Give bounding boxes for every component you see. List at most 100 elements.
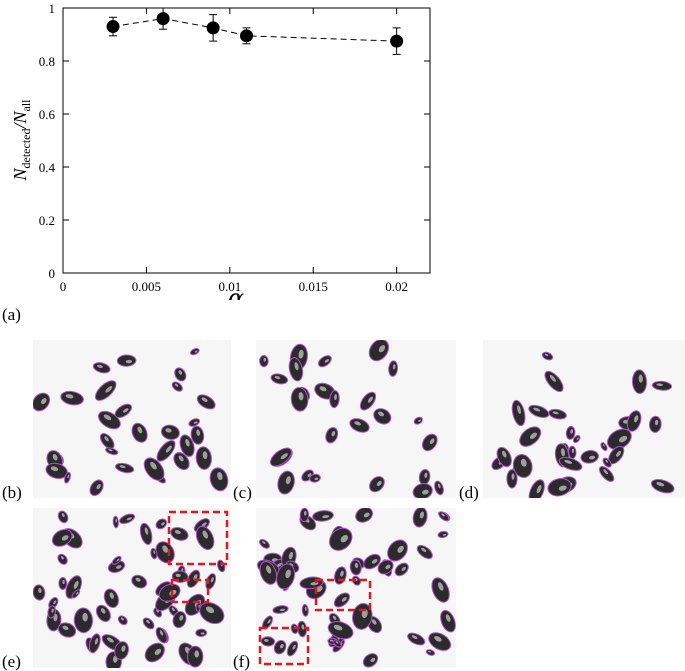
bubble-highlight <box>264 639 269 642</box>
photo-d <box>483 340 685 498</box>
bubble-highlight <box>200 632 205 635</box>
bubble-highlight <box>329 639 334 642</box>
bubble <box>650 479 675 494</box>
bubble <box>301 604 309 617</box>
bubble-highlight <box>558 485 567 491</box>
y-label-sub1: detected <box>19 129 33 169</box>
bubble-highlight <box>171 607 175 612</box>
bubble-highlight <box>205 606 215 614</box>
bubble <box>349 559 362 576</box>
bubble-highlight <box>67 474 70 479</box>
bubble-body <box>33 584 46 601</box>
bubble <box>205 573 217 590</box>
bubble <box>273 640 287 655</box>
bubble <box>519 426 542 447</box>
bubble <box>369 476 385 493</box>
highlight-box <box>314 578 372 612</box>
bubble-highlight <box>153 550 156 554</box>
bubble <box>362 653 379 668</box>
bubble <box>327 621 354 640</box>
highlight-box <box>167 510 229 566</box>
bubble <box>412 508 428 528</box>
bubble <box>351 575 362 586</box>
bubble <box>142 617 155 630</box>
bubble-body <box>407 632 426 646</box>
bubble-body <box>440 609 456 633</box>
bubble <box>431 577 450 603</box>
bubble-highlight <box>419 511 425 519</box>
photo-c <box>256 340 456 498</box>
bubble <box>58 577 68 590</box>
bubble-highlight <box>335 641 339 644</box>
bubble-highlight <box>501 450 507 458</box>
data-points <box>106 12 404 48</box>
bubble <box>111 555 122 565</box>
bubble-highlight <box>51 608 54 613</box>
bubble-highlight <box>165 445 172 453</box>
bubble <box>434 480 444 496</box>
bubble <box>57 510 69 524</box>
bubble <box>325 427 339 444</box>
x-tick-label: 0.02 <box>385 279 408 294</box>
bubble-highlight <box>178 455 184 462</box>
bubble <box>440 609 456 633</box>
bubble-highlight <box>108 449 113 452</box>
bubble <box>88 633 101 654</box>
y-label-sub2: all <box>19 99 33 112</box>
bubble <box>598 466 615 482</box>
bubble <box>60 390 84 406</box>
bubble-highlight <box>97 364 103 368</box>
bubble-highlight <box>292 644 296 650</box>
bubble <box>368 340 390 362</box>
bubble <box>600 442 608 452</box>
bubble-highlight <box>104 436 109 442</box>
bubble-highlight <box>137 426 143 434</box>
bubble-highlight <box>334 394 337 401</box>
panel-label-f: (f) <box>233 652 250 671</box>
bubble-highlight <box>634 415 639 423</box>
bubble <box>388 360 399 377</box>
x-tick-label: 0.005 <box>132 279 161 294</box>
bubble <box>112 515 119 529</box>
bubble <box>511 399 526 427</box>
bubble-highlight <box>324 359 330 363</box>
bubble-highlight <box>120 617 124 621</box>
bubble <box>363 553 381 570</box>
plot-frame <box>62 7 431 274</box>
data-point <box>156 12 170 26</box>
bubble <box>572 434 581 444</box>
bubble-highlight <box>422 489 429 495</box>
bubble-highlight <box>571 448 575 453</box>
bubble <box>73 607 94 634</box>
error-bars <box>109 7 401 55</box>
bubble <box>170 526 189 541</box>
chart-a: 0 0.005 0.01 0.015 0.02 0 0.2 0.4 0.6 0.8 1 α Nde… <box>10 1 431 300</box>
bubble <box>425 649 436 656</box>
bubble-highlight <box>38 587 42 594</box>
y-tick-label: 0.6 <box>39 107 56 122</box>
bubble <box>547 477 572 497</box>
bubble <box>651 380 673 391</box>
bubble <box>558 456 583 471</box>
bubble <box>312 510 334 522</box>
y-tick-label: 0.2 <box>39 213 55 228</box>
bubble-highlight <box>656 482 665 487</box>
bubble-highlight <box>331 431 336 437</box>
bubble-highlight <box>217 472 223 481</box>
bubble-body <box>600 442 608 452</box>
y-axis-label: Ndetected/Nall <box>10 99 33 182</box>
bubble <box>171 381 183 392</box>
bubble-highlight <box>340 570 344 577</box>
bubble-highlight <box>277 562 282 567</box>
bubble <box>64 471 71 484</box>
bubble-highlight <box>552 411 559 415</box>
bubble <box>528 404 550 418</box>
x-tick-label: 0 <box>60 279 67 294</box>
bubble-body <box>416 544 433 560</box>
bubble-highlight <box>125 359 133 364</box>
bubble-highlight <box>185 438 190 447</box>
bubble <box>119 513 136 524</box>
bubble <box>437 530 449 539</box>
y-axis-ticks: 0 0.2 0.4 0.6 0.8 1 <box>39 1 430 281</box>
bubble-highlight <box>434 635 442 642</box>
